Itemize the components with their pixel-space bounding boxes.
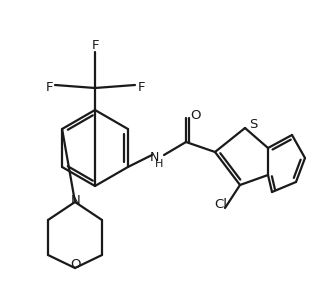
Text: F: F xyxy=(137,81,145,94)
Text: N: N xyxy=(71,194,81,207)
Text: O: O xyxy=(70,258,80,271)
Text: O: O xyxy=(190,109,200,121)
Text: F: F xyxy=(91,38,99,52)
Text: F: F xyxy=(45,81,53,94)
Text: N: N xyxy=(149,150,159,163)
Text: S: S xyxy=(249,118,257,131)
Text: Cl: Cl xyxy=(215,197,227,210)
Text: H: H xyxy=(155,159,163,169)
